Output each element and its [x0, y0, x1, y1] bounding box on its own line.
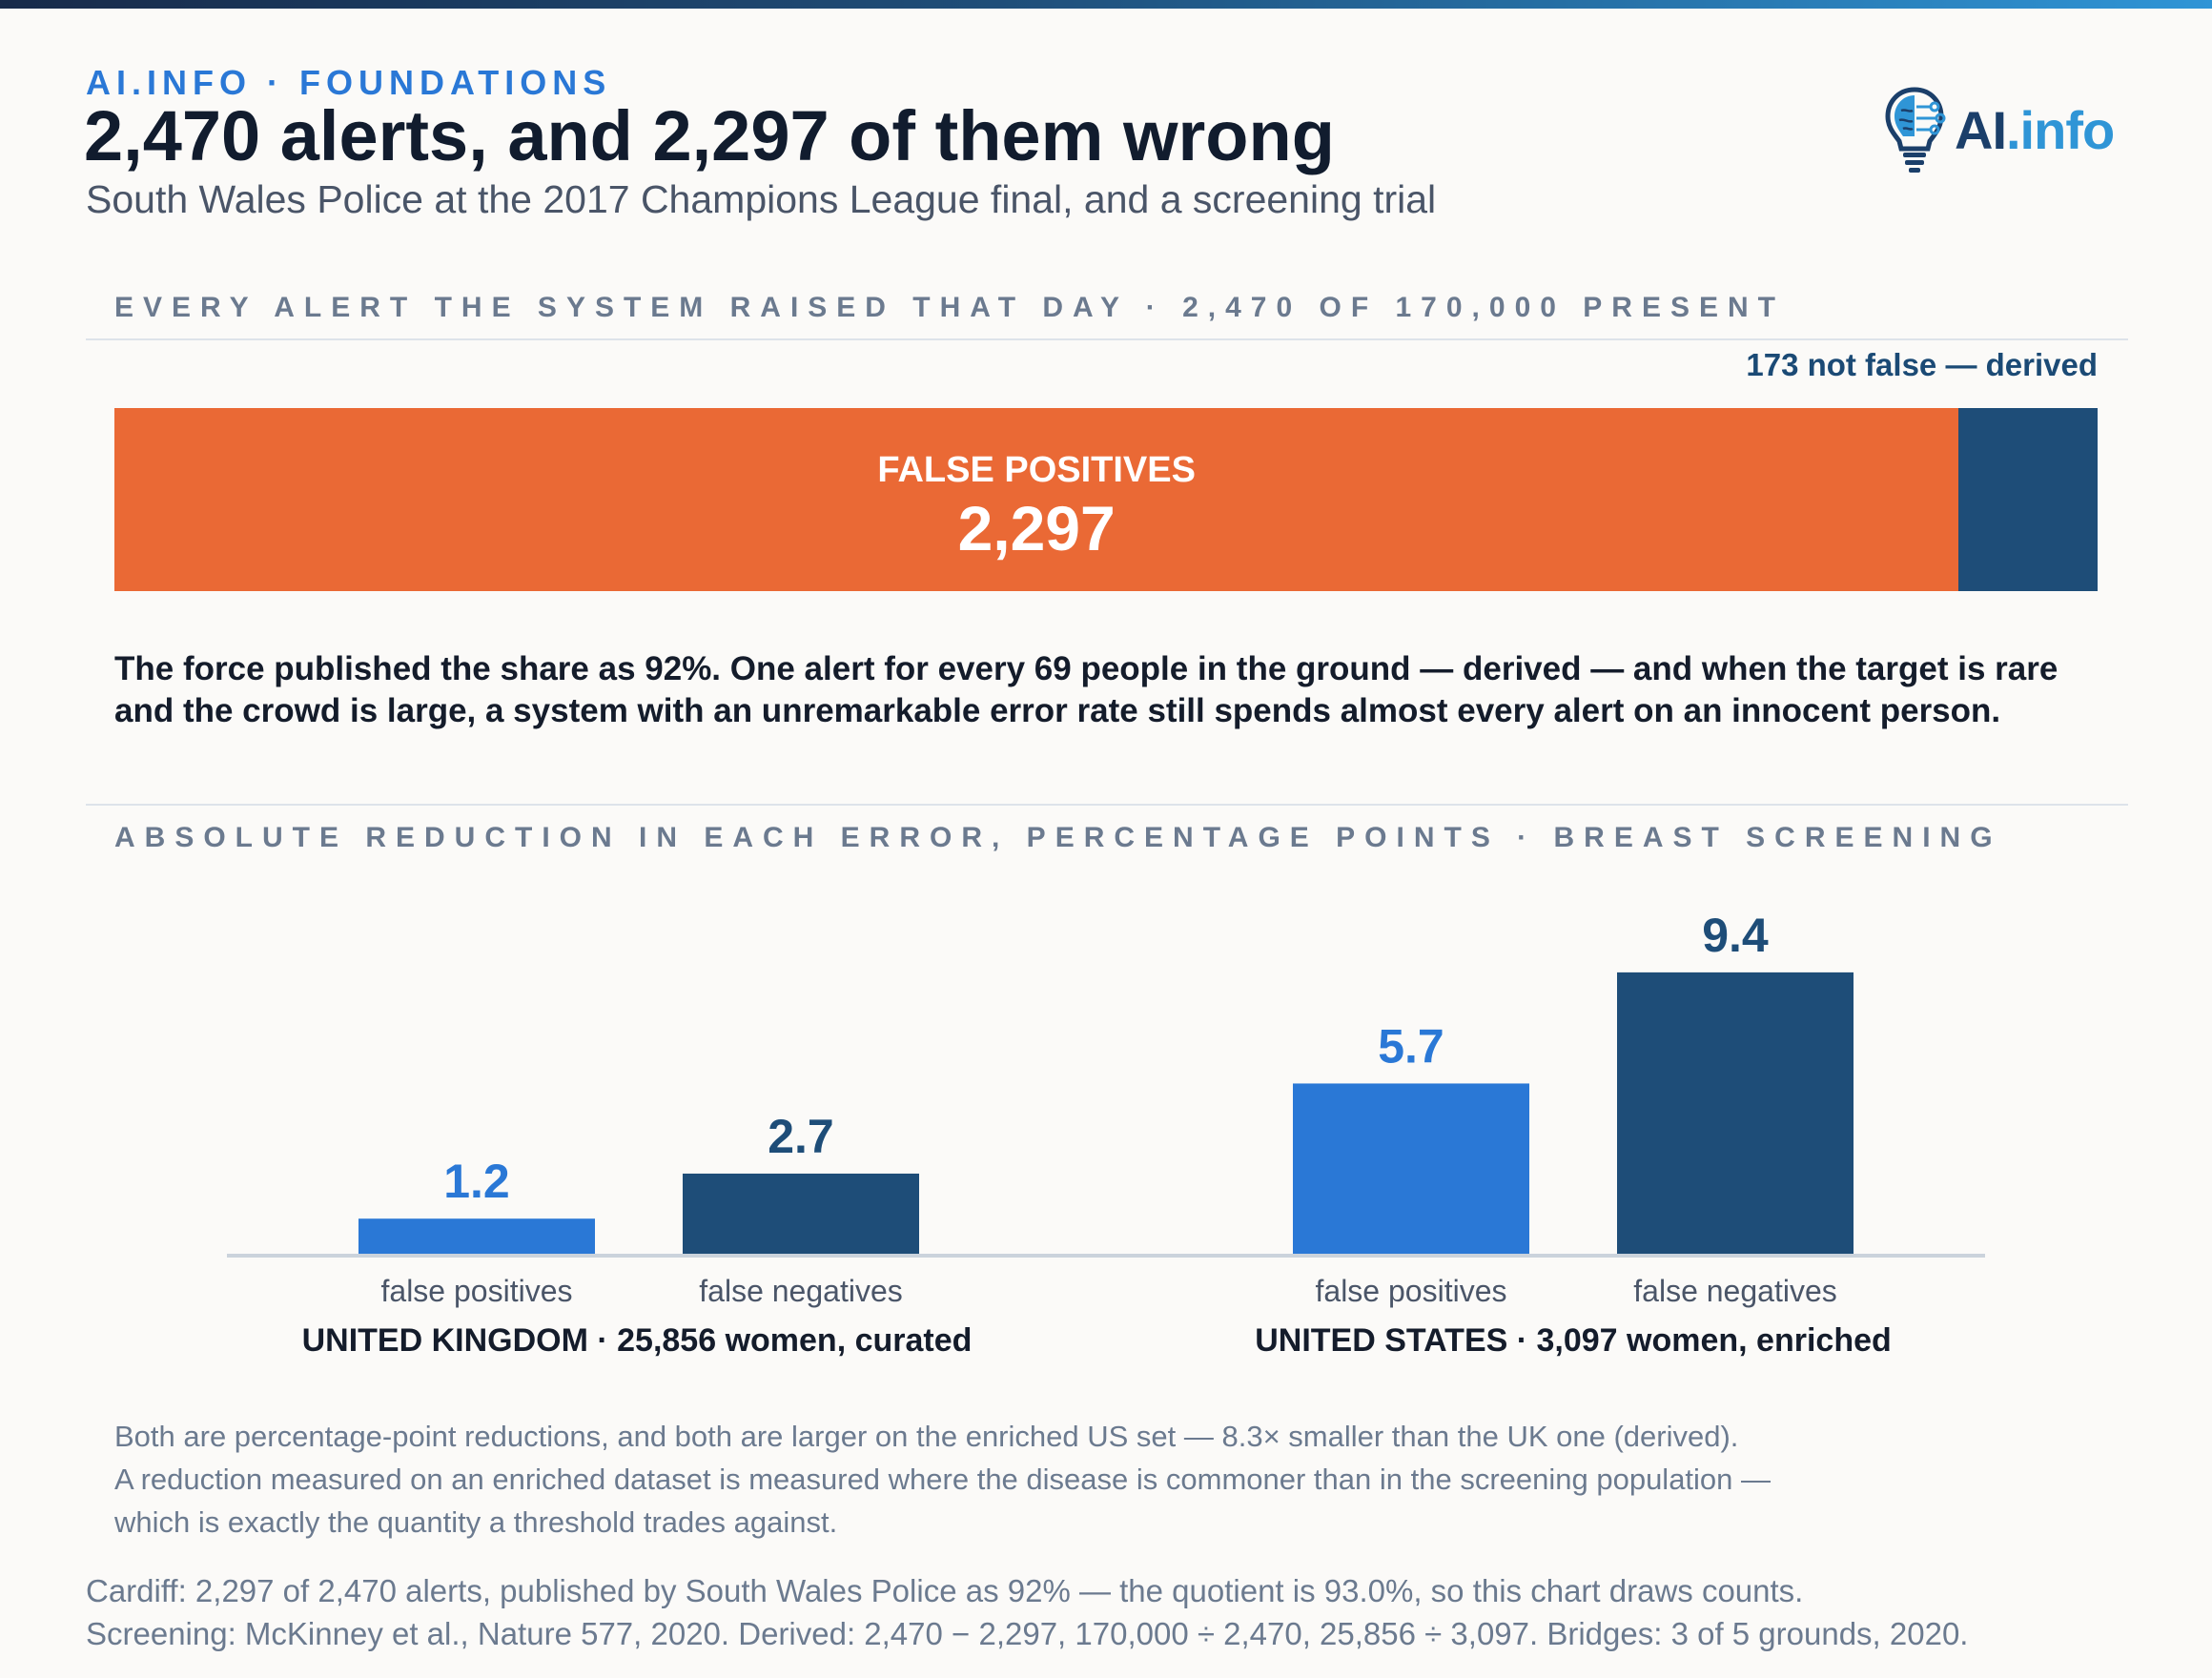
- category-label: false positives: [1316, 1274, 1507, 1308]
- bar-value-label: 5.7: [1378, 1019, 1444, 1073]
- lede-line-1: The force published the share as 92%. On…: [114, 650, 2058, 687]
- top-accent-bar: [0, 0, 2212, 9]
- alerts-stacked-bar: FALSE POSITIVES 2,297: [114, 408, 2098, 591]
- false-positives-label: FALSE POSITIVES: [877, 450, 1196, 490]
- group-label-us: UNITED STATES · 3,097 women, enriched: [1255, 1322, 1892, 1359]
- category-label: false negatives: [699, 1274, 902, 1308]
- false-positives-segment: FALSE POSITIVES 2,297: [114, 408, 1959, 591]
- section1-rule: [86, 338, 2128, 340]
- logo: AI.info: [1880, 84, 2115, 175]
- bar-uk-false-negatives: [683, 1173, 919, 1255]
- bar-value-label: 9.4: [1702, 909, 1769, 962]
- logo-text-info: .info: [2006, 99, 2115, 160]
- group-label-uk: UNITED KINGDOM · 25,856 women, curated: [302, 1322, 973, 1359]
- section2-heading: ABSOLUTE REDUCTION IN EACH ERROR, PERCEN…: [114, 822, 2002, 853]
- section2-rule: [86, 804, 2128, 806]
- bar-us-false-positives: [1293, 1083, 1529, 1255]
- category-label: false positives: [381, 1274, 573, 1308]
- note-line-1: Both are percentage-point reductions, an…: [114, 1420, 1739, 1453]
- not-false-note: 173 not false — derived: [1746, 347, 2098, 382]
- lede-paragraph: The force published the share as 92%. On…: [114, 648, 2117, 732]
- bar-us-false-negatives: [1617, 972, 1854, 1255]
- false-positives-value: 2,297: [957, 493, 1116, 563]
- bar-value-label: 2.7: [768, 1110, 834, 1163]
- lede-line-2: and the crowd is large, a system with an…: [114, 692, 2001, 729]
- section1-heading: EVERY ALERT THE SYSTEM RAISED THAT DAY ·…: [114, 292, 1785, 323]
- source-line-1: Cardiff: 2,297 of 2,470 alerts, publishe…: [86, 1573, 1804, 1608]
- note-line-3: which is exactly the quantity a threshol…: [114, 1505, 838, 1539]
- screening-bar-chart: 1.2 false positives 2.7 false negatives UNIT…: [227, 909, 1985, 1359]
- source-line-2: Screening: McKinney et al., Nature 577, …: [86, 1616, 1969, 1651]
- not-false-segment: [1958, 408, 2098, 591]
- screening-note: Both are percentage-point reductions, an…: [114, 1415, 1926, 1544]
- note-line-2: A reduction measured on an enriched data…: [114, 1463, 1772, 1496]
- page-subtitle: South Wales Police at the 2017 Champions…: [86, 177, 1437, 221]
- source-footer: Cardiff: 2,297 of 2,470 alerts, publishe…: [86, 1569, 2183, 1655]
- brain-bulb-icon: [1885, 87, 1946, 173]
- kicker: AI.INFO · FOUNDATIONS: [86, 63, 612, 102]
- logo-text-ai: AI: [1955, 99, 2007, 160]
- category-label: false negatives: [1633, 1274, 1836, 1308]
- bar-uk-false-positives: [358, 1218, 595, 1255]
- logo-wordmark: AI.info: [1955, 99, 2115, 161]
- page-title: 2,470 alerts, and 2,297 of them wrong: [84, 96, 1335, 175]
- bar-value-label: 1.2: [443, 1155, 510, 1208]
